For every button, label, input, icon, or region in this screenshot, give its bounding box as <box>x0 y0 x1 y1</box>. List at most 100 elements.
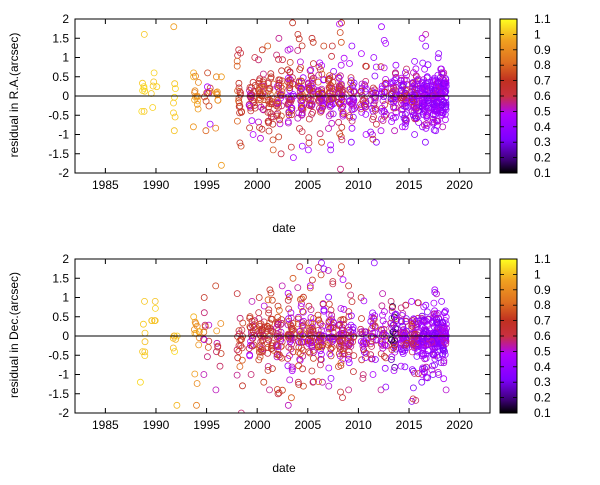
scatter-point <box>298 110 306 118</box>
scatter-point <box>275 133 283 141</box>
scatter-point <box>400 333 408 341</box>
scatter-point <box>200 336 208 344</box>
scatter-point <box>277 321 285 329</box>
scatter-point <box>255 118 262 126</box>
scatter-point <box>296 327 304 335</box>
scatter-point <box>233 371 241 379</box>
scatter-point <box>439 346 447 354</box>
scatter-point <box>170 23 178 31</box>
scatter-point <box>387 112 395 120</box>
scatter-point <box>320 265 328 273</box>
scatter-point <box>149 104 157 111</box>
colorbar-tick-label: 0.3 <box>534 375 551 389</box>
scatter-point <box>442 101 450 109</box>
scatter-point <box>298 102 306 110</box>
colorbar-tick-label: 1 <box>534 267 541 281</box>
colorbar-tick-label: 0.5 <box>534 104 551 118</box>
scatter-point <box>257 103 265 111</box>
colorbar-tick-label: 0.8 <box>534 58 551 72</box>
scatter-point <box>377 326 385 333</box>
scatter-point <box>318 104 326 112</box>
scatter-point <box>440 331 448 339</box>
scatter-point <box>235 99 243 106</box>
scatter-point <box>269 346 277 354</box>
scatter-point <box>170 109 177 117</box>
scatter-point <box>388 336 396 344</box>
scatter-point <box>236 330 243 338</box>
scatter-point <box>372 63 380 71</box>
scatter-point <box>369 135 377 143</box>
scatter-point <box>295 362 303 370</box>
scatter-point <box>274 321 282 329</box>
scatter-point <box>286 376 294 384</box>
x-tick-label: 2010 <box>345 178 372 192</box>
scatter-point <box>153 83 161 91</box>
scatter-point <box>305 348 313 356</box>
scatter-point <box>285 315 293 323</box>
colorbar-tick-label: 0.7 <box>534 74 551 88</box>
scatter-point <box>235 327 243 335</box>
scatter-point <box>216 362 224 370</box>
scatter-point <box>349 94 357 102</box>
scatter-point <box>380 64 388 72</box>
scatter-point <box>369 116 377 123</box>
scatter-point <box>265 127 273 135</box>
scatter-point <box>382 320 390 328</box>
scatter-point <box>409 340 417 348</box>
scatter-point <box>403 65 410 73</box>
scatter-point <box>398 94 406 101</box>
scatter-point <box>339 394 346 402</box>
panel-ra: residual in R.A.(arcsec) date 1985 1990 19… <box>7 12 551 235</box>
scatter-point <box>315 88 323 96</box>
scatter-point <box>276 120 284 128</box>
scatter-point <box>295 77 303 85</box>
scatter-point <box>328 119 336 127</box>
scatter-point <box>295 337 302 345</box>
scatter-point <box>314 311 322 319</box>
panel-dec: residual in Dec.(arcsec) date 1985 1990 19… <box>7 252 551 475</box>
scatter-point <box>398 318 405 326</box>
scatter-point <box>345 355 352 363</box>
scatter-point <box>239 319 247 327</box>
scatter-point <box>358 80 366 88</box>
scatter-point <box>419 59 427 67</box>
scatter-point <box>442 76 450 84</box>
scatter-point <box>200 309 208 317</box>
scatter-point <box>362 131 370 138</box>
y-tick-label: -1.5 <box>48 147 69 161</box>
scatter-point <box>297 303 305 310</box>
y-tick-label: 1 <box>62 51 69 65</box>
scatter-point <box>304 146 312 154</box>
scatter-point <box>233 57 241 65</box>
scatter-point <box>412 65 420 73</box>
scatter-point <box>346 60 353 67</box>
scatter-point <box>264 366 272 374</box>
scatter-point <box>367 351 375 359</box>
scatter-point <box>361 103 369 111</box>
scatter-point <box>408 348 416 356</box>
scatter-point <box>238 356 246 364</box>
scatter-point <box>382 76 390 83</box>
scatter-point <box>255 56 262 64</box>
scatter-point <box>264 349 272 357</box>
scatter-point <box>438 65 445 73</box>
scatter-point <box>249 131 257 138</box>
scatter-point <box>248 84 255 92</box>
scatter-point <box>337 84 345 92</box>
scatter-point <box>380 308 388 316</box>
scatter-point <box>371 322 379 330</box>
scatter-point <box>358 356 366 364</box>
scatter-point <box>345 348 353 356</box>
scatter-point <box>277 83 285 90</box>
scatter-point <box>408 322 416 330</box>
scatter-point <box>418 349 426 357</box>
scatter-point <box>422 354 430 362</box>
scatter-point <box>308 323 316 331</box>
y-tick-label: -0.5 <box>48 348 69 362</box>
scatter-point <box>247 341 254 349</box>
scatter-point <box>319 103 327 111</box>
scatter-point <box>419 85 427 92</box>
scatter-point <box>413 352 421 360</box>
scatter-point <box>150 78 158 86</box>
scatter-point <box>362 331 370 339</box>
